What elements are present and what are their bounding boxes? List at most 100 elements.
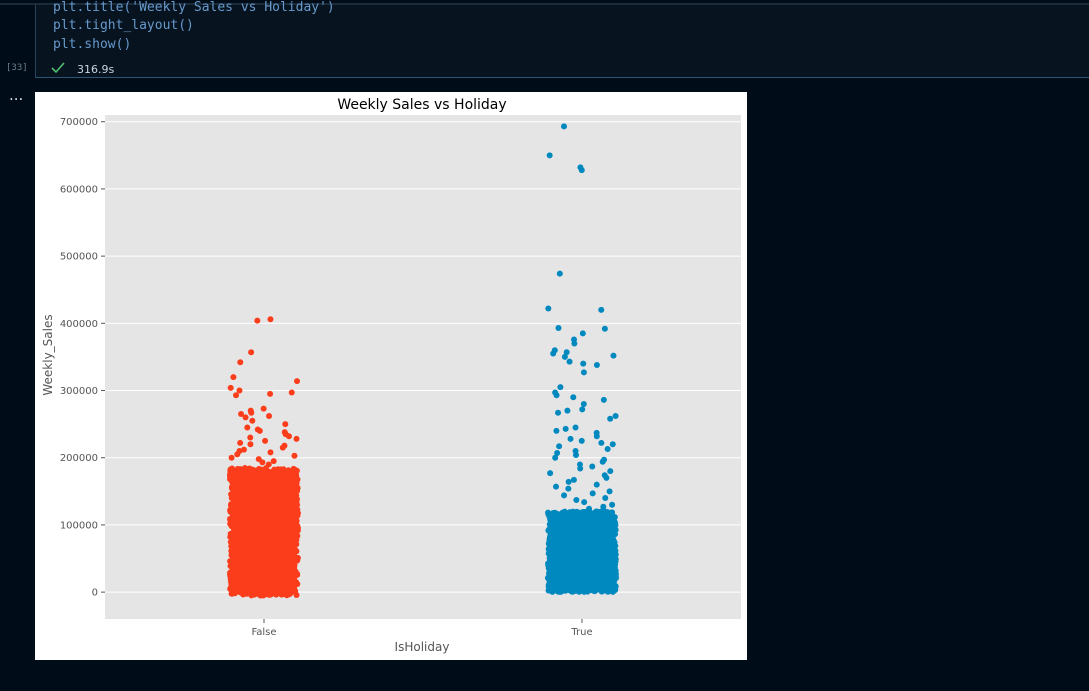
data-point [555, 325, 562, 332]
data-point [589, 490, 596, 497]
y-tick-label: 400000 [60, 319, 98, 330]
code-editor[interactable] [35, 5, 1089, 78]
data-point [557, 384, 564, 391]
data-point [255, 466, 262, 473]
data-point [291, 452, 298, 459]
data-point [547, 470, 554, 477]
data-point [603, 474, 610, 481]
data-point [248, 409, 255, 416]
data-point [593, 433, 600, 440]
data-point [593, 361, 600, 368]
code-line-2: plt.tight_layout() [53, 18, 194, 33]
data-point [556, 270, 563, 277]
data-point [234, 451, 241, 458]
data-point [262, 437, 269, 444]
data-point [556, 443, 563, 450]
data-point [244, 424, 251, 431]
data-point [586, 505, 593, 512]
data-point [282, 421, 289, 428]
data-point [593, 481, 600, 488]
data-point [279, 444, 286, 451]
data-point [591, 509, 598, 516]
figure: 0 100000 200000 300000 400000 500000 600000 700… [35, 92, 747, 660]
data-point [607, 468, 614, 475]
data-point [285, 433, 292, 440]
data-point [599, 458, 606, 465]
data-point [552, 454, 559, 461]
execution-count: [33] [6, 63, 28, 73]
data-point [609, 441, 616, 448]
data-point [607, 415, 614, 422]
y-tick-label: 300000 [60, 386, 98, 397]
data-point [555, 409, 562, 416]
data-point [230, 374, 237, 381]
data-point [571, 340, 578, 347]
data-point [266, 413, 273, 420]
data-point [267, 449, 274, 456]
data-point [280, 466, 287, 473]
data-point [573, 497, 580, 504]
data-point [242, 414, 249, 421]
data-point [561, 123, 568, 130]
x-tick-label: False [251, 627, 276, 638]
data-point [249, 417, 256, 424]
data-point [260, 405, 267, 412]
data-point [267, 316, 274, 323]
data-point [578, 437, 585, 444]
data-point [236, 387, 243, 394]
data-point [288, 389, 295, 396]
data-point [239, 467, 246, 474]
data-point [577, 465, 584, 472]
y-tick-label: 100000 [60, 520, 98, 531]
data-point [238, 411, 245, 418]
data-point [580, 369, 587, 376]
data-point [227, 384, 234, 391]
data-point [267, 390, 274, 397]
data-point [600, 503, 607, 510]
data-point [552, 483, 559, 490]
data-point [545, 305, 552, 312]
data-point [578, 167, 585, 174]
x-tick-label: True [570, 627, 592, 638]
code-line-3: plt.show() [53, 37, 132, 52]
data-point [570, 476, 577, 483]
data-point [293, 435, 300, 442]
data-point [567, 435, 574, 442]
y-tick-label: 0 [92, 588, 98, 599]
data-point [565, 485, 572, 492]
dense-band-true [549, 517, 615, 591]
data-point [579, 406, 586, 413]
output-more-icon[interactable]: ... [9, 86, 24, 104]
data-point [572, 424, 579, 431]
data-point [563, 349, 570, 356]
data-point [565, 478, 572, 485]
data-point [254, 317, 261, 324]
data-point [272, 468, 279, 475]
x-axis-label: IsHoliday [395, 640, 450, 654]
data-point [546, 152, 553, 159]
data-point [602, 495, 609, 502]
data-point [589, 463, 596, 470]
data-point [259, 459, 266, 466]
data-point [579, 330, 586, 337]
code-cell: plt.title('Weekly Sales vs Holiday') plt… [0, 0, 1089, 80]
plot-area [105, 115, 741, 619]
data-point [580, 360, 587, 367]
y-tick-label: 500000 [60, 252, 98, 263]
dense-band-false [231, 473, 297, 594]
data-point [554, 450, 561, 457]
data-point [598, 439, 605, 446]
data-point [600, 396, 607, 403]
data-point [270, 458, 277, 465]
data-point [553, 392, 560, 399]
data-point [265, 461, 272, 468]
data-point [564, 407, 571, 414]
data-point [612, 413, 619, 420]
data-point [566, 358, 573, 365]
y-axis-label: Weekly_Sales [41, 314, 55, 395]
data-point [555, 512, 562, 519]
y-tick-label: 200000 [60, 453, 98, 464]
cell-divider [0, 3, 1089, 5]
data-point [288, 468, 295, 475]
data-point [237, 359, 244, 366]
